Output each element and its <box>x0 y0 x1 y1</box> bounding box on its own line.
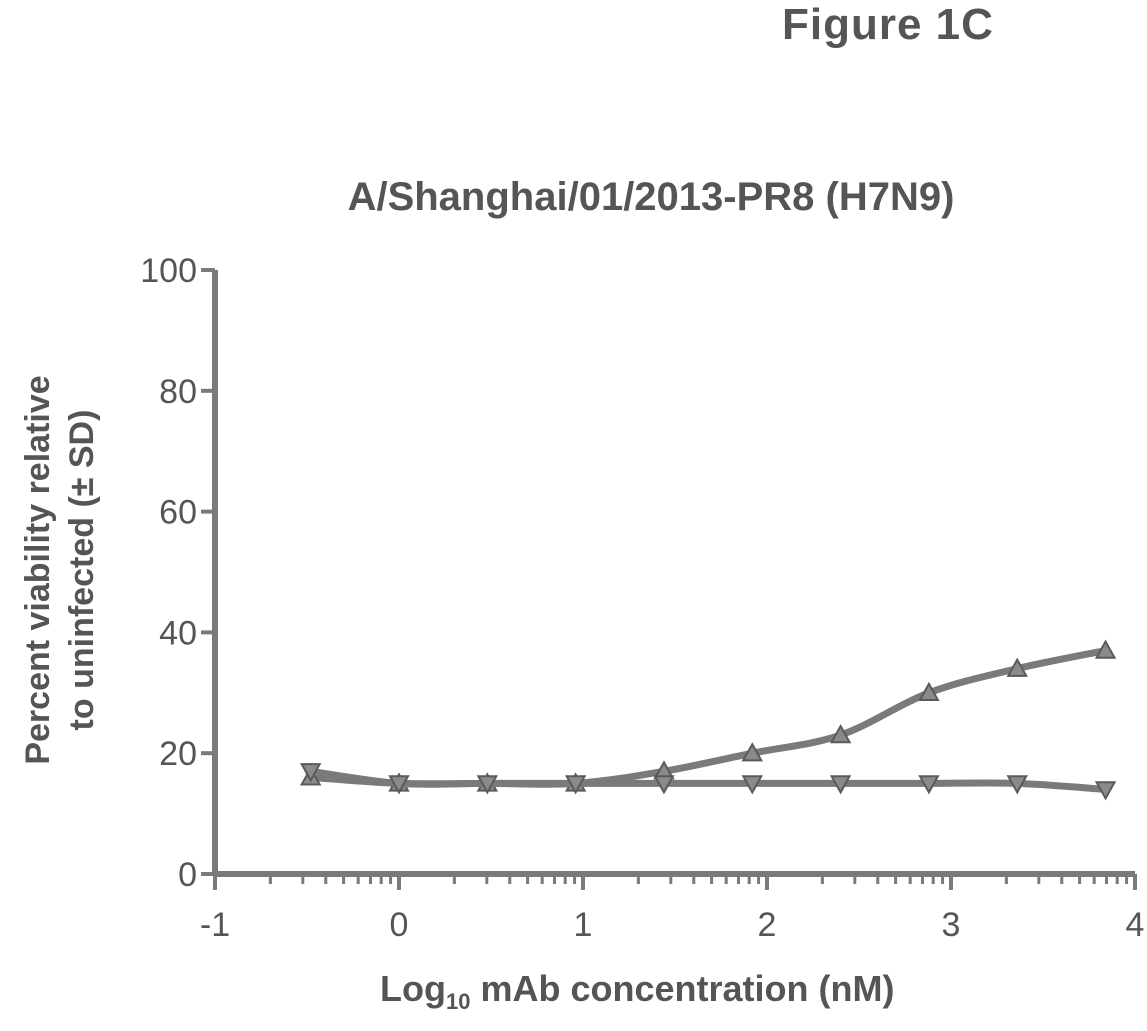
series-1-line <box>307 647 1110 788</box>
series-2-point <box>388 775 410 795</box>
y-tick-label: 20 <box>159 735 197 773</box>
x-axis-label-subscript: 10 <box>445 989 471 1015</box>
series-1-point <box>918 681 940 701</box>
figure-label: Figure 1C <box>782 0 994 49</box>
chart-title: A/Shanghai/01/2013-PR8 (H7N9) <box>347 175 955 219</box>
series-2-line <box>307 767 1110 793</box>
x-tick-label: 4 <box>1126 906 1145 944</box>
x-tick-label: 3 <box>942 906 961 944</box>
y-tick-label: 80 <box>159 373 197 411</box>
series-2-point <box>476 775 499 795</box>
series-2-point <box>1006 775 1028 795</box>
series-1-point <box>829 724 852 744</box>
series-2-point <box>829 775 852 795</box>
x-tick-label: 1 <box>574 906 593 944</box>
x-axis-label-rest: mAb concentration (nM) <box>470 968 895 1009</box>
series-2-point <box>741 775 763 795</box>
series-1-point <box>1006 657 1028 677</box>
x-tick-label: 2 <box>758 906 777 944</box>
series-layer <box>299 639 1117 801</box>
series-2-point <box>299 763 322 783</box>
y-tick-label: 100 <box>140 252 197 290</box>
y-tick-label: 60 <box>159 494 197 532</box>
series-1-point <box>1094 639 1117 659</box>
x-axis-label-main: Log <box>380 968 446 1009</box>
x-tick-label: -1 <box>200 906 230 944</box>
y-tick-label: 0 <box>178 856 197 894</box>
x-tick-label: 0 <box>390 906 409 944</box>
series-2-point <box>653 775 675 795</box>
series-2-point <box>564 775 587 795</box>
x-axis-label: Log10 mAb concentration (nM) <box>380 968 894 1015</box>
series-1-point <box>741 742 763 762</box>
series-2-point <box>1094 781 1117 801</box>
series-2-point <box>918 775 940 795</box>
y-tick-label: 40 <box>159 614 197 652</box>
